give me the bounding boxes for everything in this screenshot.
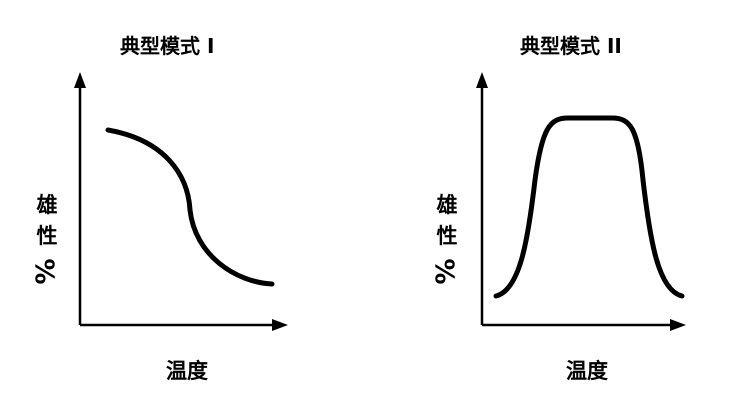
diagram-panel-pattern-1: 典型模式 I 雄 性 % 温度	[0, 0, 360, 418]
plot-area	[74, 72, 288, 331]
x-axis-arrow	[272, 319, 288, 331]
y-axis-label-char: 性	[436, 224, 458, 248]
y-axis-label-char: 性	[36, 224, 58, 248]
y-axis-label: 雄 性 %	[32, 190, 62, 287]
diagram-panel-pattern-2: 典型模式 II 雄 性 % 温度	[400, 0, 735, 418]
y-axis-label: 雄 性 %	[432, 190, 462, 287]
y-axis-arrow	[476, 72, 488, 88]
x-axis-label: 温度	[166, 359, 208, 383]
curve-pattern-1	[105, 127, 275, 287]
curve-pattern-2	[493, 115, 685, 299]
panel-title: 典型模式 I	[120, 34, 215, 58]
x-axis-arrow	[670, 319, 686, 331]
panel-title: 典型模式 II	[520, 34, 622, 58]
y-axis-arrow	[74, 72, 86, 88]
x-axis-label: 温度	[566, 359, 608, 383]
plot-area	[476, 72, 686, 331]
y-axis-label-char: 雄	[436, 193, 458, 217]
y-axis-label-char: 雄	[36, 193, 58, 217]
